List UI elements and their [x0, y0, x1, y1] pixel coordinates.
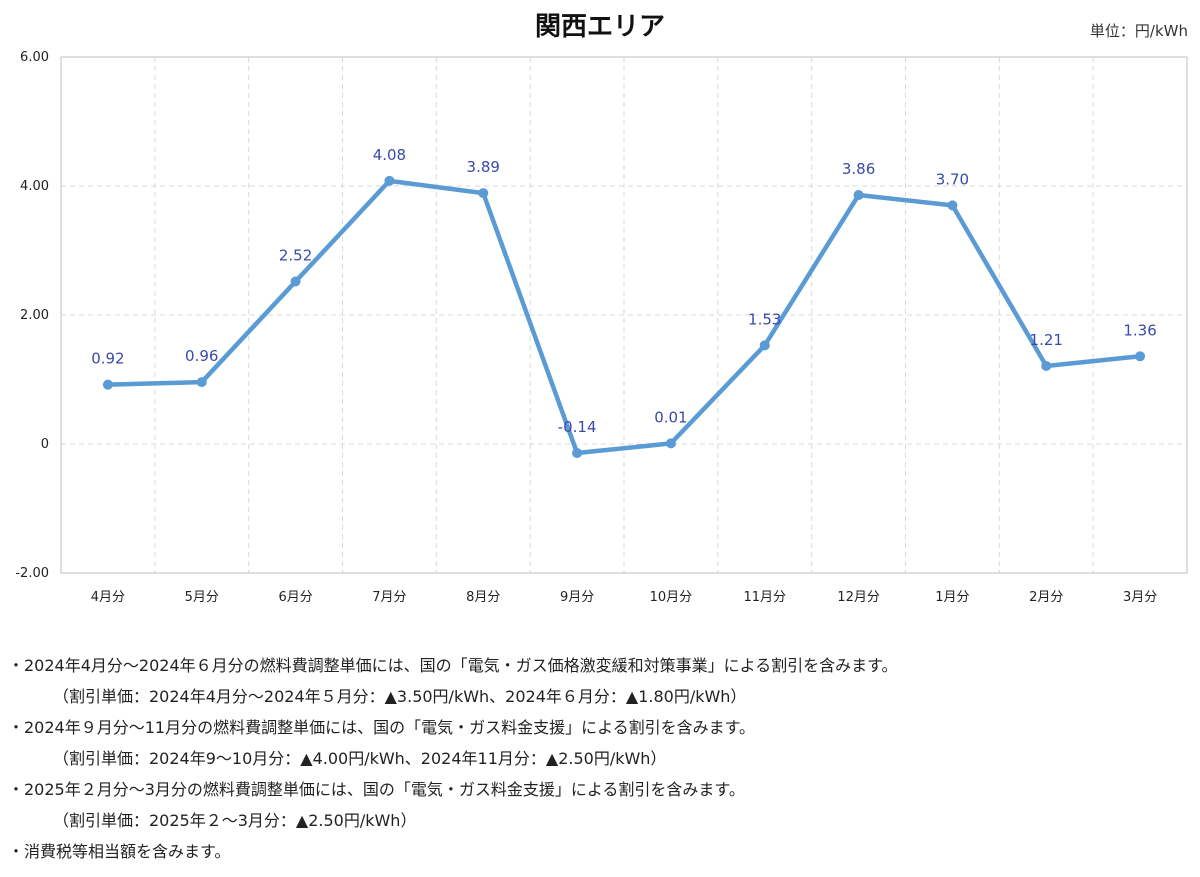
grid-lines — [61, 57, 1187, 573]
axis-labels: 6.00 4.00 2.00 0 -2.00 4月分 5月分 6月分 7月分 8月分 9月分 10月分… — [15, 50, 1157, 605]
data-point — [384, 175, 395, 186]
line-chart: 6.00 4.00 2.00 0 -2.00 4月分 5月分 6月分 7月分 8月分 9月分 10月分… — [15, 50, 1188, 605]
chart-title: 関西エリア — [534, 12, 665, 42]
data-label: 3.89 — [467, 158, 500, 176]
data-label: 0.01 — [654, 408, 687, 426]
unit-label: 単位：円/kWh — [1089, 22, 1188, 40]
data-point — [853, 190, 864, 201]
note-item: ・2024年4月分～2024年６月分の燃料費調整単価には、国の「電気・ガス価格激… — [8, 656, 898, 675]
data-label: 3.86 — [842, 160, 875, 178]
data-label: 1.53 — [748, 310, 781, 328]
data-point — [759, 340, 770, 351]
data-point — [102, 379, 113, 390]
x-tick-label: 2月分 — [1029, 590, 1063, 605]
x-tick-label: 3月分 — [1123, 590, 1157, 605]
y-tick-label: -2.00 — [15, 566, 49, 581]
data-point — [290, 276, 301, 287]
x-tick-label: 12月分 — [837, 590, 880, 605]
x-tick-label: 10月分 — [650, 590, 693, 605]
data-point — [947, 200, 958, 211]
note-detail: （割引単価：2024年9～10月分：▲4.00円/kWh、2024年11月分：▲… — [53, 749, 667, 768]
y-tick-label: 4.00 — [20, 179, 49, 194]
data-label: 3.70 — [936, 170, 969, 188]
y-tick-label: 2.00 — [20, 308, 49, 323]
data-label: 4.08 — [373, 146, 406, 164]
y-tick-label: 6.00 — [20, 50, 49, 65]
data-point — [196, 377, 207, 388]
note-item: ・消費税等相当額を含みます。 — [8, 842, 231, 861]
note-item: ・2024年９月分～11月分の燃料費調整単価には、国の「電気・ガス料金支援」によ… — [8, 718, 755, 737]
x-tick-label: 5月分 — [185, 590, 219, 605]
plot-area-border — [60, 56, 1188, 574]
data-label: -0.14 — [558, 418, 597, 436]
data-point — [1135, 351, 1146, 362]
data-point — [1041, 360, 1052, 371]
x-tick-label: 11月分 — [743, 590, 786, 605]
x-tick-label: 1月分 — [935, 590, 969, 605]
notes-section: ・2024年4月分～2024年６月分の燃料費調整単価には、国の「電気・ガス価格激… — [8, 650, 1188, 867]
data-label: 2.52 — [279, 246, 312, 264]
x-tick-label: 8月分 — [466, 590, 500, 605]
data-label: 1.21 — [1030, 331, 1063, 349]
note-detail: （割引単価：2024年4月分～2024年５月分：▲3.50円/kWh、2024年… — [53, 687, 747, 706]
data-label: 0.96 — [185, 347, 218, 365]
note-detail: （割引単価：2025年２～3月分：▲2.50円/kWh） — [53, 811, 417, 830]
data-label: 0.92 — [91, 350, 124, 368]
series-line — [105, 178, 1143, 456]
data-point — [572, 448, 583, 459]
x-tick-label: 9月分 — [560, 590, 594, 605]
x-tick-label: 4月分 — [91, 590, 125, 605]
note-item: ・2025年２月分～3月分の燃料費調整単価には、国の「電気・ガス料金支援」による… — [8, 780, 745, 799]
data-label: 1.36 — [1123, 321, 1156, 339]
x-tick-label: 6月分 — [278, 590, 312, 605]
data-point — [478, 188, 489, 199]
x-tick-label: 7月分 — [372, 590, 406, 605]
data-point — [665, 438, 676, 449]
y-tick-label: 0 — [41, 437, 49, 452]
data-series: 0.92 0.96 2.52 4.08 3.89 -0.14 0.01 1.53 3.86 3.7… — [91, 146, 1157, 459]
